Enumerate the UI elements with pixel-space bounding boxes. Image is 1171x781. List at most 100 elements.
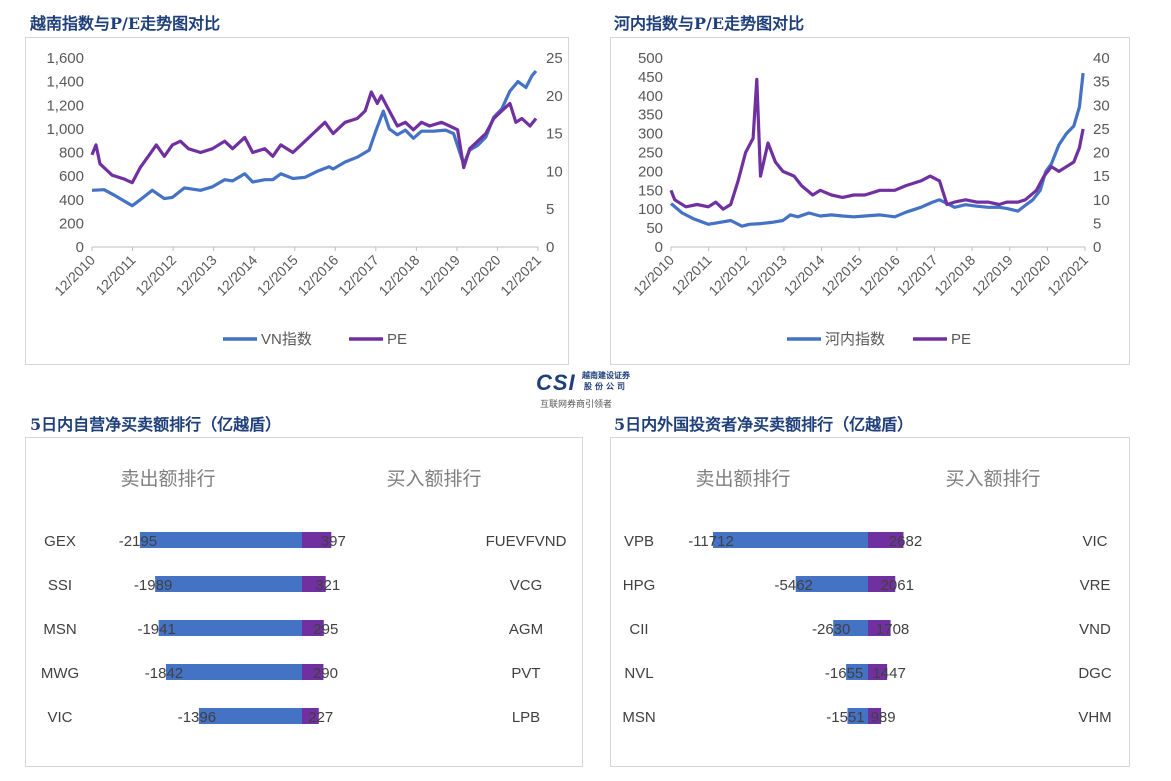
buy-bar <box>868 532 904 548</box>
y-left-tick-label: 600 <box>59 168 84 185</box>
y-right-tick-label: 35 <box>1093 74 1110 91</box>
buy-ticker-label: DGC <box>1078 665 1112 682</box>
y-right-tick-label: 15 <box>546 126 563 143</box>
foreign-trading-bar-chart: 卖出额排行 买入额排行 VPB VIC -11712 2682 HPG VRE -5462 206… <box>622 468 1112 726</box>
y-left-tick-label: 200 <box>59 215 84 232</box>
x-tick-label: 12/2016 <box>294 252 341 299</box>
y-right-tick-label: 25 <box>546 50 563 67</box>
hn-pe-chart-panel: 0 50 100 150 200 250 300 350 400 450 500 0 5 10 15 20 25… <box>610 37 1130 365</box>
legend-label-1: PE <box>387 331 407 348</box>
x-tick-label: 12/2016 <box>856 252 903 299</box>
sell-bar <box>158 620 302 636</box>
y-left-tick-label: 300 <box>638 126 663 143</box>
y-left-tick-label: 50 <box>646 220 663 237</box>
buy-ticker-label: VRE <box>1080 577 1111 594</box>
x-tick-label: 12/2015 <box>818 252 865 299</box>
sell-ticker-label: SSI <box>48 577 72 594</box>
y-left-tick-label: 150 <box>638 182 663 199</box>
sell-bar <box>139 532 302 548</box>
y-left-tick-label: 1,600 <box>46 50 84 67</box>
prop-trading-chart-panel: 卖出额排行 买入额排行 GEX FUEVFVND -2195 397 SSI VCG -1989… <box>25 437 583 767</box>
vn-pe-chart-panel: 0 200 400 600 800 1,000 1,200 1,400 1,600 0 5 10 15 2… <box>25 37 569 365</box>
x-tick-label: 12/2012 <box>132 252 179 299</box>
sell-value-label: -1989 <box>134 577 172 594</box>
x-tick-label: 12/2018 <box>931 252 978 299</box>
x-tick-label: 12/2011 <box>92 252 139 299</box>
sell-ticker-label: MSN <box>622 709 655 726</box>
y-right-tick-label: 10 <box>1093 192 1110 209</box>
buy-ranking-header: 买入额排行 <box>386 468 481 490</box>
y-right-tick-label: 25 <box>1093 121 1110 138</box>
y-right-tick-label: 15 <box>1093 168 1110 185</box>
sell-bar <box>155 576 302 592</box>
buy-value-label: 2682 <box>889 533 922 550</box>
logo-name: 越南建设证券 <box>582 371 630 380</box>
buy-value-label: 1447 <box>872 665 905 682</box>
y-left-tick-label: 800 <box>59 145 84 162</box>
prop-trading-bar-chart: 卖出额排行 买入额排行 GEX FUEVFVND -2195 397 SSI VCG -1989… <box>41 468 567 726</box>
sell-bar <box>198 708 302 724</box>
sell-bar <box>846 664 868 680</box>
buy-ranking-header: 买入额排行 <box>945 468 1040 490</box>
chart-title-vn-pe: 越南指数与P/E走势图对比 <box>30 14 221 33</box>
buy-bar <box>302 532 332 548</box>
sell-bar <box>165 664 302 680</box>
buy-bar <box>868 664 888 680</box>
buy-value-label: 321 <box>315 577 340 594</box>
buy-value-label: 2061 <box>881 577 914 594</box>
y-right-tick-label: 10 <box>546 163 563 180</box>
legend-label-0: 河内指数 <box>825 331 885 348</box>
chart-title-hn-pe: 河内指数与P/E走势图对比 <box>614 14 805 33</box>
buy-ticker-label: FUEVFVND <box>486 533 567 550</box>
logo-subname: 股份公司 <box>584 382 628 391</box>
sell-bar <box>713 532 868 548</box>
y-left-tick-label: 1,000 <box>46 121 84 138</box>
sell-ticker-label: MSN <box>43 621 76 638</box>
logo-mark: CSI <box>536 370 576 395</box>
legend-label-0: VN指数 <box>261 331 312 348</box>
buy-value-label: 295 <box>313 621 338 638</box>
y-right-tick-label: 30 <box>1093 97 1110 114</box>
y-right-tick-label: 40 <box>1093 50 1110 67</box>
y-left-tick-label: 400 <box>638 88 663 105</box>
sell-value-label: -11712 <box>688 533 734 550</box>
sell-ticker-label: GEX <box>44 533 76 550</box>
buy-ticker-label: PVT <box>511 665 540 682</box>
sell-bar <box>847 708 868 724</box>
buy-ticker-label: VHM <box>1078 709 1111 726</box>
y-left-tick-label: 500 <box>638 50 663 67</box>
y-left-tick-label: 0 <box>76 239 84 256</box>
sell-ticker-label: VPB <box>624 533 654 550</box>
sell-ticker-label: HPG <box>623 577 656 594</box>
y-right-tick-label: 20 <box>1093 145 1110 162</box>
y-left-tick-label: 350 <box>638 107 663 124</box>
x-tick-label: 12/2021 <box>1044 252 1091 299</box>
x-tick-label: 12/2014 <box>781 252 828 299</box>
buy-ticker-label: VCG <box>510 577 543 594</box>
x-tick-label: 12/2020 <box>456 252 503 299</box>
series-line-1 <box>90 90 538 185</box>
y-left-tick-label: 0 <box>655 239 663 256</box>
sell-ranking-header: 卖出额排行 <box>695 468 790 490</box>
x-tick-label: 12/2010 <box>630 252 677 299</box>
x-tick-label: 12/2015 <box>254 252 301 299</box>
foreign-trading-chart-panel: 卖出额排行 买入额排行 VPB VIC -11712 2682 HPG VRE -5462 206… <box>610 437 1130 767</box>
y-left-tick-label: 200 <box>638 163 663 180</box>
sell-ticker-label: VIC <box>47 709 72 726</box>
series-line-0 <box>669 72 1085 228</box>
sell-value-label: -5462 <box>775 577 813 594</box>
y-left-tick-label: 250 <box>638 145 663 162</box>
y-left-tick-label: 400 <box>59 192 84 209</box>
y-left-tick-label: 1,400 <box>46 74 84 91</box>
x-tick-label: 12/2021 <box>497 252 544 299</box>
sell-value-label: -1842 <box>145 665 183 682</box>
buy-ticker-label: VND <box>1079 621 1111 638</box>
x-tick-label: 12/2020 <box>1006 252 1053 299</box>
y-right-tick-label: 5 <box>546 201 554 218</box>
buy-value-label: 227 <box>308 709 333 726</box>
y-right-tick-label: 0 <box>1093 239 1101 256</box>
sell-bar <box>795 576 868 592</box>
series-line-1 <box>669 77 1085 211</box>
x-tick-label: 12/2019 <box>416 252 463 299</box>
